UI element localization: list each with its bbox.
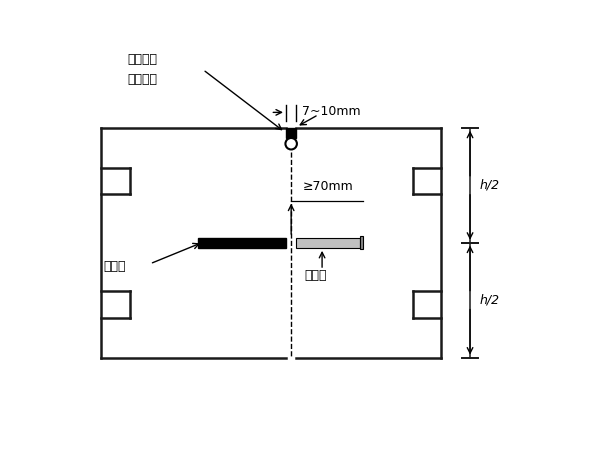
Bar (359, 236, 363, 249)
Bar (199, 238, 286, 248)
Bar (286, 128, 296, 138)
Circle shape (286, 138, 297, 149)
Text: 7~10mm: 7~10mm (302, 105, 361, 118)
Text: ≥70mm: ≥70mm (302, 180, 353, 193)
Text: h/2: h/2 (480, 179, 500, 192)
Text: 背衬帮条: 背衬帮条 (128, 73, 158, 86)
Bar (296, 238, 359, 248)
Text: h/2: h/2 (480, 293, 500, 306)
Text: 涂沥青: 涂沥青 (103, 261, 126, 274)
Text: 灌填缝料: 灌填缝料 (128, 53, 158, 66)
Text: 传力杆: 传力杆 (304, 269, 327, 282)
